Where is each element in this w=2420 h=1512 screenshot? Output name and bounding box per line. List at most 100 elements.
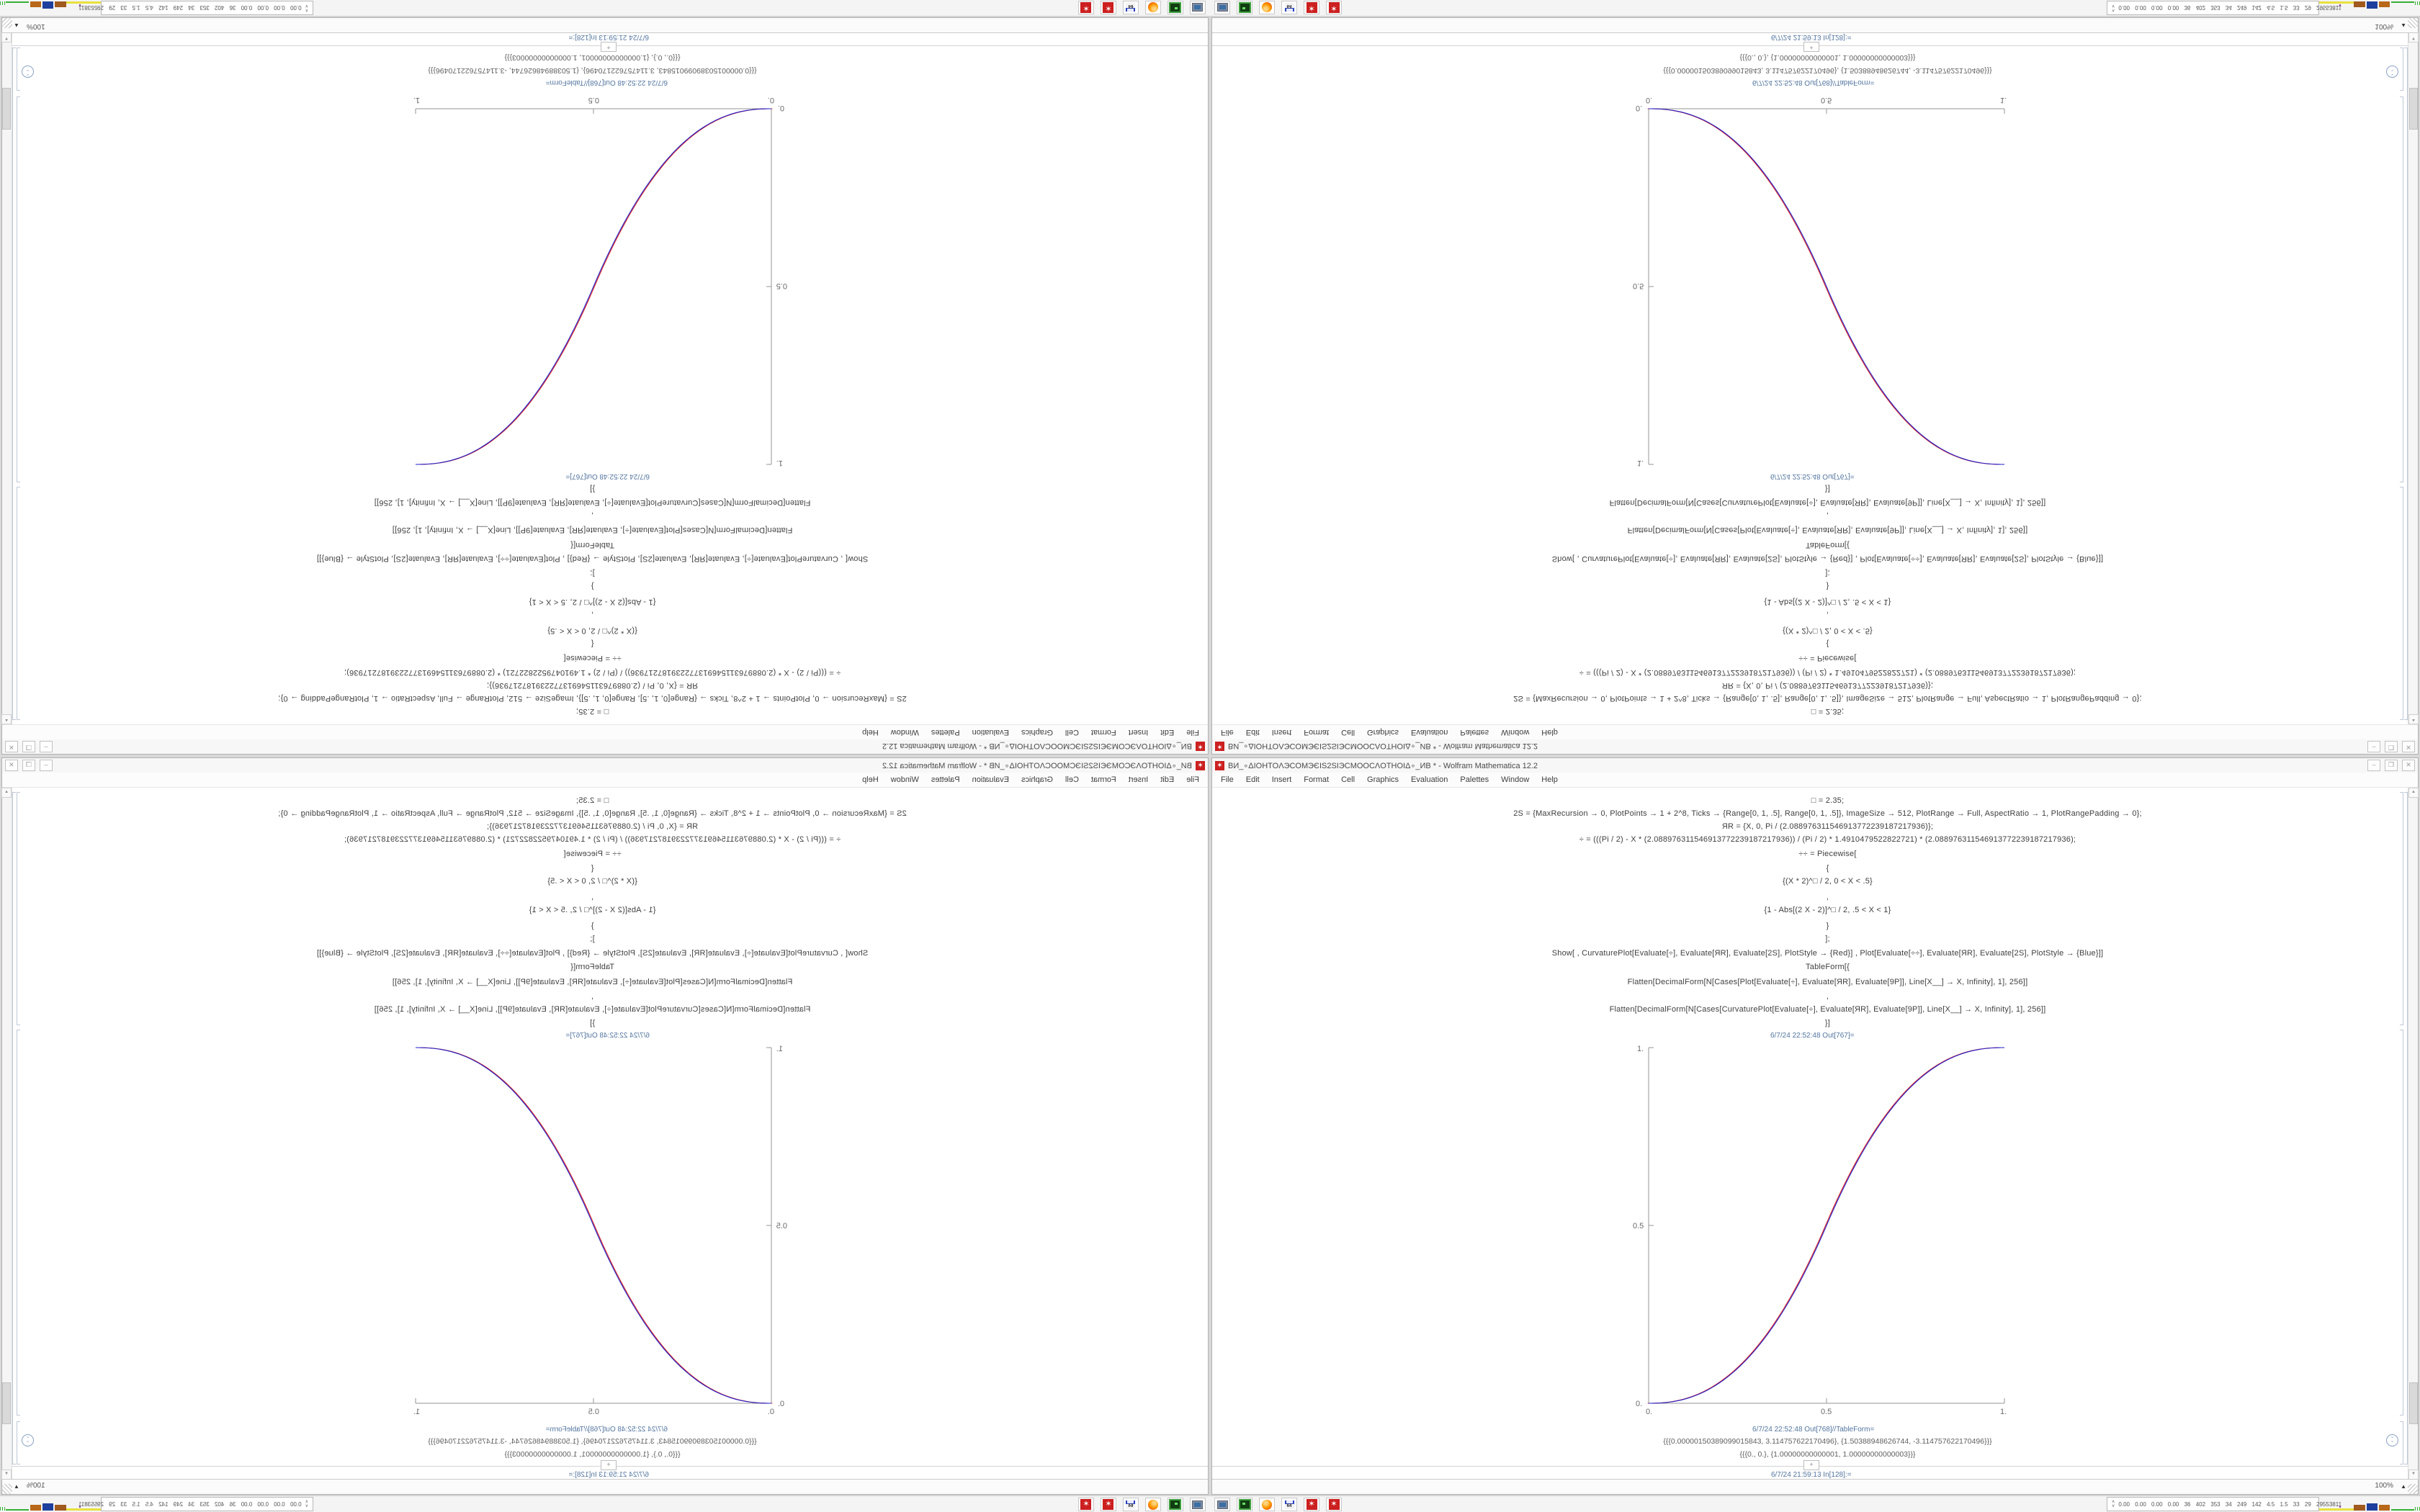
input-code-line[interactable]: }] [589,485,596,493]
menu-file[interactable]: File [1186,775,1199,784]
input-code-line[interactable]: , [1826,893,1829,901]
menu-graphics[interactable]: Graphics [1367,728,1399,737]
input-code-line[interactable]: , [591,511,594,520]
menu-format[interactable]: Format [1304,728,1330,737]
input-cell-bracket[interactable] [17,792,20,1025]
menu-cell[interactable]: Cell [1341,775,1355,784]
magnification-value[interactable]: 100% [2375,22,2393,30]
input-code-line[interactable]: ÷ = (((Pi / 2) - X * (2.0889763115469137… [1579,835,2076,844]
input-code-line[interactable]: TableForm[{ [570,963,614,971]
screenshot-tool-icon[interactable] [1190,1,1206,14]
input-code-line[interactable]: Flatten[DecimalForm[N[Cases[CurvaturePlo… [374,1005,811,1014]
input-cell-bracket[interactable] [17,487,20,720]
menu-cell[interactable]: Cell [1065,728,1079,737]
mathematica-spikey-icon[interactable]: ✶ [1101,1,1116,14]
menu-help[interactable]: Help [1541,775,1558,784]
title-bar[interactable]: ✶ ВИ_∘ΔIOHTOΛЭCOMЭЄIS2SIЭCMOOCΛOTHOIΔ∘_И… [2,739,1208,754]
window-resize-grip[interactable] [2,1484,12,1494]
input-code-line[interactable]: Flatten[DecimalForm[N[Cases[CurvaturePlo… [374,498,811,507]
input-code-line[interactable]: , [1826,611,1829,619]
close-button[interactable]: ✕ [5,760,18,771]
input-code-line[interactable]: 2S = {MaxRecursion → 0, PlotPoints → 1 +… [278,809,907,818]
cell-group-bracket[interactable] [2404,792,2408,1464]
mathematica-spikey-icon[interactable]: ✶ [1101,1498,1116,1511]
magnification-arrow-icon[interactable]: ▲ [14,1483,19,1490]
mathematica-spikey-icon-2[interactable]: ✶ [1078,1,1094,14]
input-code-line[interactable]: Show[ , CurvaturePlot[Evaluate[÷], Evalu… [1551,554,2104,563]
table-cell-bracket[interactable] [2400,1421,2403,1464]
cell-insert-plus-button[interactable]: + [601,42,617,52]
menu-evaluation[interactable]: Evaluation [1411,775,1448,784]
input-code-line[interactable]: Flatten[DecimalForm[N[Cases[Plot[Evaluat… [1627,526,2028,534]
input-code-line[interactable]: TableForm[{ [1806,963,1850,971]
window-resize-grip[interactable] [2,18,12,28]
menu-insert[interactable]: Insert [1128,728,1149,737]
vertical-scrollbar[interactable]: ▲ ▼ [1,788,12,1480]
scrollbar-down-arrow-icon[interactable]: ▼ [1,1470,12,1480]
plot-cell-bracket[interactable] [17,96,20,482]
scrollbar-thumb[interactable] [2,87,11,130]
terminal-icon[interactable] [1237,1,1252,14]
scroll-to-end-icon[interactable]: ⌄ ⌄ [22,66,34,78]
close-button[interactable]: ✕ [2402,741,2415,752]
input-code-line[interactable]: ÷ = (((Pi / 2) - X * (2.0889763115469137… [1579,668,2076,677]
menu-file[interactable]: File [1221,728,1234,737]
plot-cell-bracket[interactable] [2400,96,2403,482]
cell-insert-plus-button[interactable]: + [1803,42,1819,52]
input-code-line[interactable]: , [1826,992,1829,1001]
magnification-arrow-icon[interactable]: ▲ [2401,1483,2406,1490]
input-code-line[interactable]: ÷÷ = Piecewise[ [563,850,622,858]
magnification-value[interactable]: 100% [27,1482,45,1490]
system-monitor-applet[interactable]: ∧ ∨ 0.00 0.00 0.00 0.00 36 402 353 34 249… [2107,1,2341,15]
scrollbar-up-arrow-icon[interactable]: ▲ [2408,714,2419,724]
terminal-icon[interactable] [1168,1498,1183,1511]
input-code-line[interactable]: □ = 2.35; [1811,796,1845,805]
floppy-64-icon[interactable]: 64 [1123,1,1139,14]
terminal-icon[interactable] [1237,1498,1252,1511]
input-code-line[interactable]: TableForm[{ [570,541,614,549]
magnification-value[interactable]: 100% [2375,1482,2393,1490]
input-code-line[interactable]: } [1826,582,1829,590]
input-code-line[interactable]: , [591,893,594,901]
screenshot-tool-icon[interactable] [1214,1,1230,14]
minimize-button[interactable]: – [2367,760,2380,771]
scrollbar-thumb[interactable] [2409,1382,2418,1425]
title-bar[interactable]: ✶ ВИ_∘ΔIOHTOΛЭCOMЭЄIS2SIЭCMOOCΛOTHOIΔ∘_И… [2,758,1208,773]
input-code-line[interactable]: Flatten[DecimalForm[N[Cases[CurvaturePlo… [1609,498,2046,507]
screenshot-tool-icon[interactable] [1214,1498,1230,1511]
title-bar[interactable]: ✶ ВИ_∘ΔIOHTOΛЭCOMЭЄIS2SIЭCMOOCΛOTHOIΔ∘_И… [1212,758,2418,773]
input-code-line[interactable]: } [591,582,594,590]
menu-graphics[interactable]: Graphics [1021,775,1053,784]
input-code-line[interactable]: {1 - Abs[(2 X - 2)]^□ / 2, .5 < X < 1} [529,906,656,914]
menu-help[interactable]: Help [862,728,879,737]
maximize-button[interactable]: ❒ [2385,741,2398,752]
scrollbar-down-arrow-icon[interactable]: ▼ [1,32,12,42]
input-code-line[interactable]: {(X * 2)^□ / 2, 0 < X < .5} [547,877,637,886]
input-code-line[interactable]: , [1826,511,1829,520]
input-code-line[interactable]: , [591,611,594,619]
scrollbar-up-arrow-icon[interactable]: ▲ [1,788,12,798]
input-code-line[interactable]: ЯR = {X, 0, Pi / (2.08897631154691377223… [1721,681,1934,690]
menu-palettes[interactable]: Palettes [1460,775,1489,784]
input-cell-bracket[interactable] [2400,792,2403,1025]
firefox-icon[interactable] [1145,1,1161,14]
input-code-line[interactable]: {1 - Abs[(2 X - 2)]^□ / 2, .5 < X < 1} [1764,906,1891,914]
input-code-line[interactable]: 2S = {MaxRecursion → 0, PlotPoints → 1 +… [1513,694,2142,703]
menu-window[interactable]: Window [1501,728,1530,737]
input-code-line[interactable]: , [591,992,594,1001]
menu-evaluation[interactable]: Evaluation [972,728,1009,737]
input-code-line[interactable]: ЯR = {X, 0, Pi / (2.08897631154691377223… [486,681,699,690]
mathematica-spikey-icon[interactable]: ✶ [1304,1498,1319,1511]
notebook-content[interactable]: □ = 2.35; 2S = {MaxRecursion → 0, PlotPo… [1212,32,2408,724]
input-code-line[interactable]: ÷ = (((Pi / 2) - X * (2.0889763115469137… [344,668,841,677]
notebook-content[interactable]: □ = 2.35; 2S = {MaxRecursion → 0, PlotPo… [12,32,1208,724]
menu-edit[interactable]: Edit [1245,775,1260,784]
input-code-line[interactable]: { [1826,864,1829,873]
input-code-line[interactable]: ÷÷ = Piecewise[ [563,654,622,662]
firefox-icon[interactable] [1259,1498,1275,1511]
input-code-line[interactable]: □ = 2.35; [575,796,609,805]
menu-evaluation[interactable]: Evaluation [972,775,1009,784]
input-code-line[interactable]: ]; [590,569,595,577]
menu-palettes[interactable]: Palettes [931,728,960,737]
floppy-64-icon[interactable]: 64 [1123,1498,1139,1511]
